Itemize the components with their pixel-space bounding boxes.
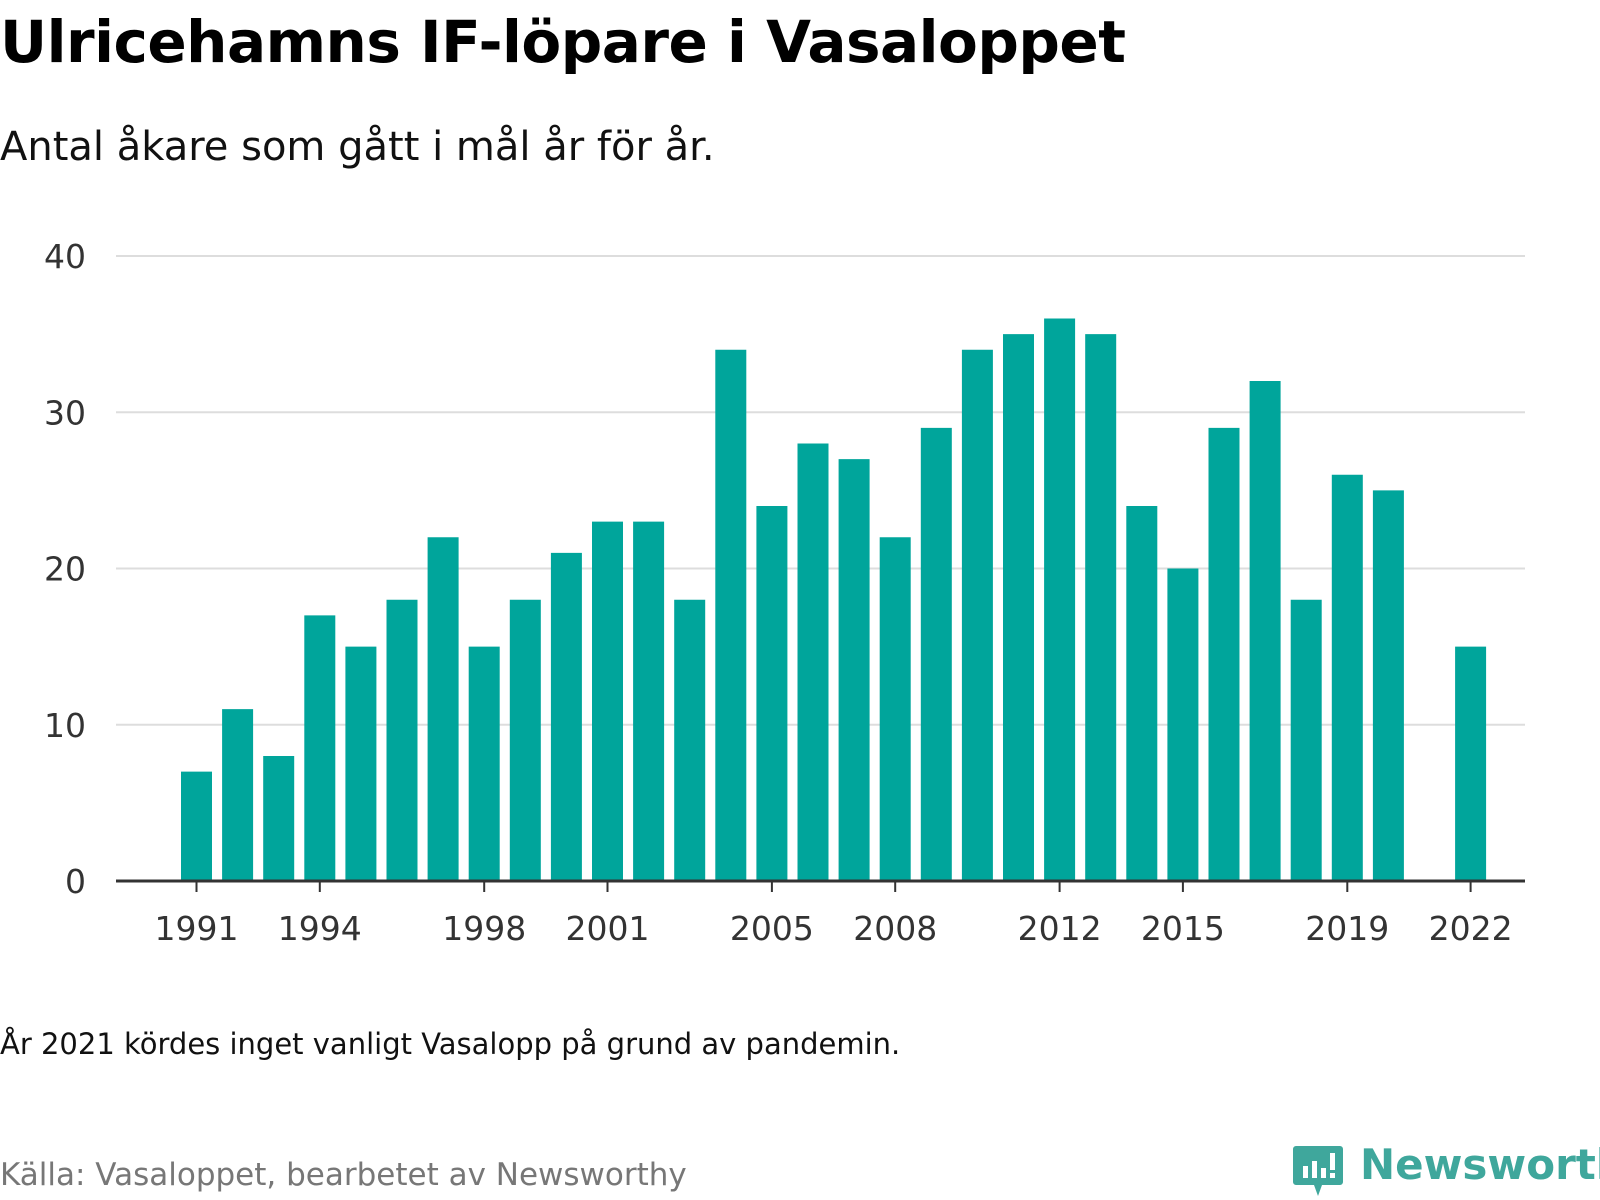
x-tick-label: 2001 bbox=[566, 909, 650, 948]
bar-2001 bbox=[592, 521, 623, 881]
bar-2009 bbox=[920, 427, 952, 881]
bar-2020 bbox=[1372, 490, 1404, 881]
bar-2017 bbox=[1249, 381, 1281, 881]
bar-2018 bbox=[1290, 599, 1322, 881]
bar-1995 bbox=[345, 646, 377, 881]
bar-2000 bbox=[550, 552, 582, 881]
bar-2016 bbox=[1208, 427, 1240, 881]
x-tick-label: 1994 bbox=[278, 909, 362, 948]
chart-title: Ulricehamns IF-löpare i Vasaloppet bbox=[0, 8, 1126, 76]
x-tick-label: 2019 bbox=[1305, 909, 1389, 948]
chart-subtitle: Antal åkare som gått i mål år för år. bbox=[0, 124, 715, 170]
bar-2004 bbox=[715, 349, 747, 881]
bar-2003 bbox=[674, 599, 706, 881]
bar-1994 bbox=[304, 615, 336, 881]
y-tick-label: 0 bbox=[65, 862, 86, 901]
chart-note: År 2021 kördes inget vanligt Vasalopp på… bbox=[0, 1027, 901, 1061]
bar-2007 bbox=[838, 459, 870, 881]
bars bbox=[181, 318, 1487, 881]
x-tick-label: 2012 bbox=[1018, 909, 1102, 948]
bar-2006 bbox=[797, 443, 829, 881]
bar-1992 bbox=[222, 709, 254, 881]
source-text: Källa: Vasaloppet, bearbetet av Newswort… bbox=[0, 1157, 687, 1193]
bar-2012 bbox=[1044, 318, 1076, 881]
bar-1997 bbox=[427, 537, 459, 881]
x-tick-label: 2008 bbox=[853, 909, 937, 948]
bar-2008 bbox=[879, 537, 911, 881]
y-tick-label: 20 bbox=[44, 550, 86, 589]
bar-chart: 0 10 20 30 40 1991 1994 1998 2001 2005 2008 2012 201… bbox=[44, 237, 1525, 948]
y-tick-label: 30 bbox=[44, 393, 86, 432]
y-tick-label: 10 bbox=[44, 706, 86, 745]
bar-2011 bbox=[1003, 334, 1034, 881]
tick-labels: 0 10 20 30 40 1991 1994 1998 2001 2005 2008 2012 201… bbox=[44, 237, 1513, 948]
bar-2019 bbox=[1331, 474, 1363, 881]
bar-2005 bbox=[756, 506, 788, 881]
bar-2022 bbox=[1455, 646, 1487, 881]
bar-2013 bbox=[1085, 334, 1117, 881]
x-tick-label: 2015 bbox=[1141, 909, 1225, 948]
bar-1993 bbox=[263, 756, 295, 881]
bar-1998 bbox=[468, 646, 500, 881]
bar-1999 bbox=[509, 599, 541, 881]
bar-2002 bbox=[633, 521, 665, 881]
x-axis bbox=[116, 879, 1525, 892]
bar-2010 bbox=[961, 349, 993, 881]
x-tick-label: 2022 bbox=[1429, 909, 1513, 948]
brand-name: Newsworthy bbox=[1360, 1140, 1600, 1189]
newsworthy-logo-icon bbox=[1293, 1146, 1343, 1196]
bar-2015 bbox=[1167, 568, 1199, 881]
x-tick-label: 2005 bbox=[730, 909, 814, 948]
bar-1996 bbox=[386, 599, 418, 881]
y-tick-label: 40 bbox=[44, 237, 86, 276]
x-tick-label: 1991 bbox=[155, 909, 239, 948]
bar-2014 bbox=[1126, 506, 1158, 881]
bar-1991 bbox=[181, 771, 212, 881]
x-tick-label: 1998 bbox=[442, 909, 526, 948]
